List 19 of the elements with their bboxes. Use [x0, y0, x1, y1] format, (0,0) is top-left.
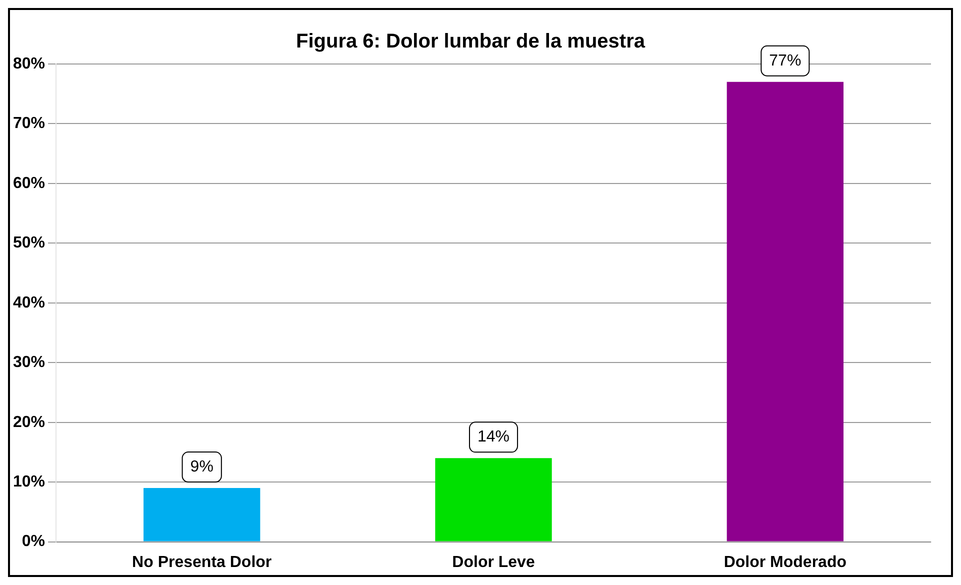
y-tick-label: 20% [12, 414, 46, 431]
y-tick-label: 10% [12, 473, 46, 490]
chart-title: Figura 6: Dolor lumbar de la muestra [296, 30, 646, 53]
data-label: 14% [477, 428, 510, 446]
data-label: 9% [190, 458, 214, 476]
data-label: 77% [769, 52, 802, 70]
bar [726, 82, 844, 542]
y-tick-label: 40% [12, 294, 46, 312]
y-tick-label: 30% [12, 354, 46, 372]
y-tick-label: 80% [12, 55, 46, 72]
x-tick-label: Dolor Moderado [724, 554, 847, 571]
y-tick-label: 60% [12, 174, 46, 192]
y-tick-label: 70% [12, 115, 46, 132]
x-tick-label: Dolor Leve [452, 554, 535, 571]
bar [144, 488, 260, 542]
x-tick-label: No Presenta Dolor [132, 554, 272, 571]
bar [435, 458, 552, 542]
y-tick-label: 0% [22, 533, 46, 550]
y-tick-label: 50% [12, 234, 46, 252]
